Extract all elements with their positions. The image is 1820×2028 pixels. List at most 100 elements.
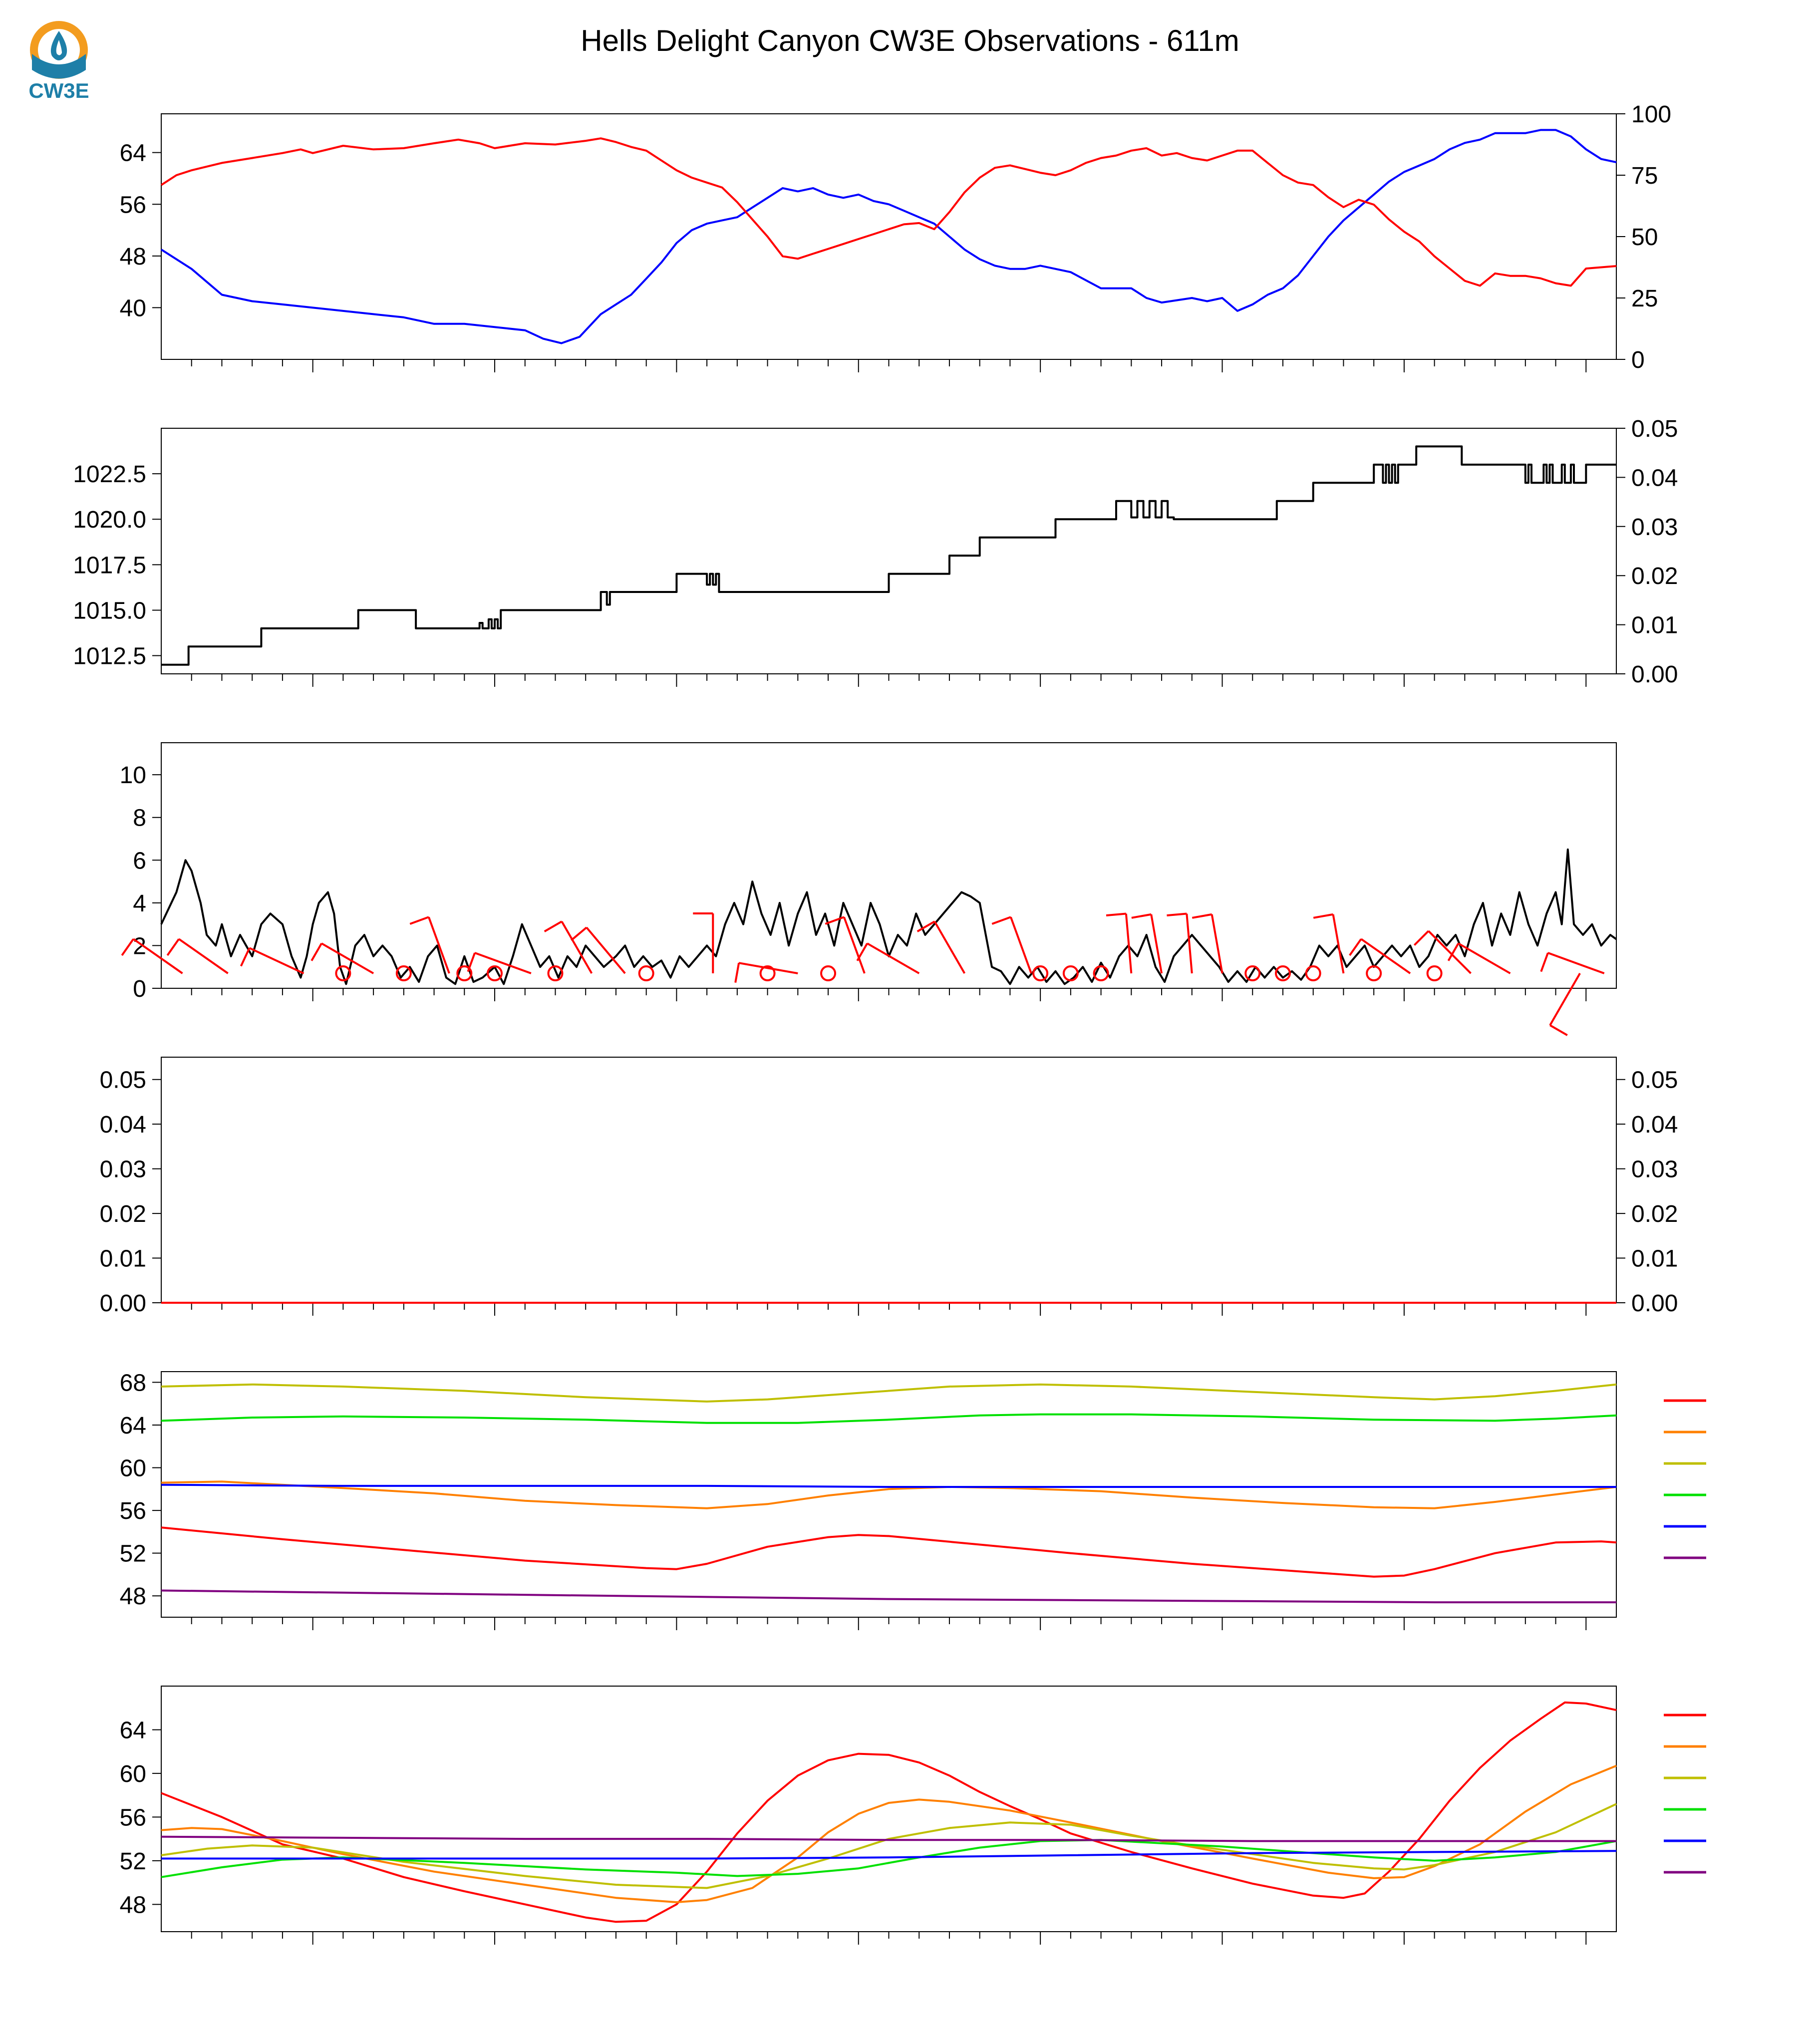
y-tick-label: 1015.0 [73, 597, 146, 624]
wind-barb-staff [1211, 914, 1223, 974]
plot-frame [161, 1057, 1617, 1303]
wind-barb-calm [1366, 965, 1382, 982]
wind-barb-flag [467, 952, 476, 972]
panel-precip: 0.00 0.01 0.02 0.03 0.04 0.05 0.00 0.01 0.02 0.03… [100, 1057, 1678, 1317]
y-tick-label: 64 [120, 140, 146, 167]
wind-barb-calm [1062, 965, 1079, 982]
y-tick-label: 8 [133, 805, 146, 832]
wind-barb-flag [1313, 913, 1333, 919]
wind-barb-staff [867, 942, 920, 974]
legend [1664, 1399, 1706, 1559]
y-tick-label: 48 [120, 1583, 146, 1610]
wind-barb-flag [166, 938, 180, 956]
wind-barb-flag [734, 962, 740, 983]
wind-barb-flag [1540, 952, 1549, 972]
wind-barb-calm [638, 965, 654, 982]
y-tick-label: 48 [120, 244, 146, 270]
y-right-tick-label: 0.02 [1631, 1201, 1678, 1227]
plot-frame [161, 1686, 1617, 1932]
wind-barb-calm [1032, 965, 1049, 982]
y-tick-label: 0.05 [100, 1067, 146, 1094]
y-right-tick-label: 75 [1631, 163, 1658, 189]
y-tick-label: 0.04 [100, 1112, 146, 1138]
wind-barb-staff [1458, 942, 1511, 974]
wind-barb-staff [321, 942, 374, 974]
y-tick-label: 52 [120, 1848, 146, 1875]
y-right-tick-label: 0.04 [1631, 465, 1678, 491]
wind-barb-staff [561, 921, 593, 974]
wind-barb-calm [1093, 965, 1109, 982]
wind-barb-staff [1547, 952, 1605, 974]
y-tick-label: 64 [120, 1413, 146, 1439]
wind-barb-flag [121, 938, 134, 956]
series-line-100cm [161, 1835, 1616, 1842]
y-right-tick-label: 0.01 [1631, 1246, 1678, 1272]
y-right-tick-label: 0 [1631, 347, 1645, 373]
y-tick-label: 52 [120, 1541, 146, 1567]
y-tick-label: 0.03 [100, 1157, 146, 1183]
wind-barb-flag [1549, 1024, 1568, 1036]
wind-barb-flag [916, 920, 935, 932]
wind-barb-flag [240, 947, 251, 967]
y-tick-label: 1020.0 [73, 507, 146, 533]
wind-barb-staff [933, 921, 966, 974]
wind-barb-flag [1349, 938, 1362, 956]
series-line-wind-speed [160, 848, 1617, 985]
series-line-15cm [161, 1383, 1617, 1403]
y-tick-label: 60 [120, 1761, 146, 1787]
plot-frame [161, 113, 1617, 360]
series-line-50cm [161, 1850, 1617, 1860]
y-right-tick-label: 0.04 [1631, 1112, 1678, 1138]
chart-panels: 4048566402550751001012.51015.01017.51020… [73, 101, 1706, 1945]
y-tick-label: 0.01 [100, 1246, 146, 1272]
wind-barb-calm [487, 965, 503, 982]
y-tick-label: 1022.5 [73, 461, 146, 488]
series-line-50cm [161, 1483, 1616, 1488]
panel-soil_temp: 48 52 56 60 64 [120, 1686, 1706, 1945]
wind-barb-staff [1186, 913, 1193, 974]
panel-temp_rh: 40 48 56 64 0 25 50 75 100 [120, 101, 1671, 373]
y-tick-label: 68 [120, 1370, 146, 1396]
y-right-tick-label: 0.00 [1631, 1290, 1678, 1317]
wind-barb-flag [991, 916, 1011, 925]
wind-barb-staff [178, 938, 229, 974]
y-tick-label: 1017.5 [73, 552, 146, 579]
series-line-mean-sea-level-pressure [161, 445, 1616, 666]
wind-barb-staff [474, 952, 532, 974]
series-line-20cm [161, 1839, 1617, 1878]
y-tick-label: 60 [120, 1455, 146, 1482]
legend [1664, 1714, 1706, 1874]
wind-barb-calm [820, 965, 837, 982]
series-line-15cm [161, 1803, 1617, 1889]
wind-barb-calm [456, 965, 473, 982]
wind-barb-flag [1413, 930, 1430, 946]
wind-barb-calm [1426, 965, 1443, 982]
wind-barb-staff [1150, 914, 1163, 974]
panel-pressure: 1012.5 1015.0 1017.5 1020.0 1022.5 0.00 0.01 0.… [73, 416, 1678, 688]
wind-barb-staff [428, 916, 450, 974]
y-right-tick-label: 50 [1631, 224, 1658, 251]
series-line-20cm [161, 1413, 1617, 1424]
y-tick-label: 48 [120, 1892, 146, 1918]
y-right-tick-label: 0.05 [1631, 416, 1678, 442]
wind-barb-calm [547, 965, 564, 982]
wind-barb-calm [395, 965, 412, 982]
y-tick-label: 56 [120, 1804, 146, 1831]
wind-barb-calm [335, 965, 351, 982]
cw3e-logo-icon [30, 21, 88, 79]
y-tick-label: 6 [133, 848, 146, 874]
wind-barb-flag [571, 926, 588, 941]
y-tick-label: 10 [120, 762, 146, 789]
logo-text: CW3E [28, 79, 89, 102]
wind-barb-staff [1360, 938, 1411, 974]
wind-barb-staff [738, 962, 798, 975]
wind-barb-calm [1305, 965, 1321, 982]
y-right-tick-label: 0.05 [1631, 1067, 1678, 1094]
y-tick-label: 0.00 [100, 1290, 146, 1317]
wind-barb-staff [1125, 913, 1133, 974]
y-tick-label: 56 [120, 1498, 146, 1524]
y-right-tick-label: 100 [1631, 101, 1671, 128]
wind-barb-flag [856, 943, 869, 961]
wind-barb-staff [249, 947, 304, 974]
